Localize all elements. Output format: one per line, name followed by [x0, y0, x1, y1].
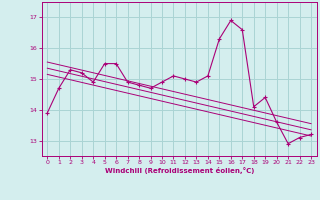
X-axis label: Windchill (Refroidissement éolien,°C): Windchill (Refroidissement éolien,°C): [105, 167, 254, 174]
